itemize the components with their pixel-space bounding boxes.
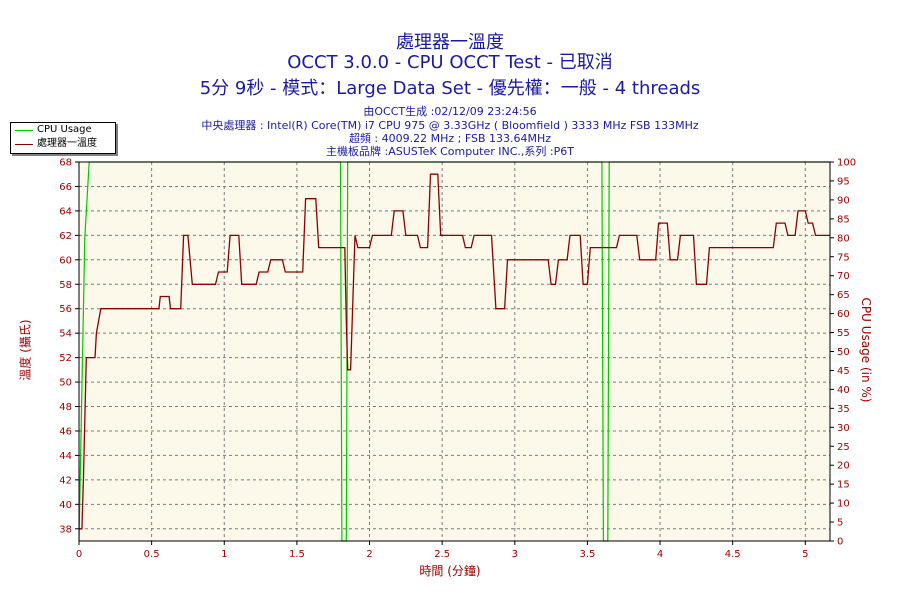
legend-item-temperature: 處理器一溫度 [11,137,115,151]
y-tick-label-7: 52 [59,353,72,364]
chart-subtitle-mode: 5分 9秒 - 模式：Large Data Set - 優先權：一般 - 4 t… [199,78,701,99]
grid-lines [79,162,830,541]
x-tick-label-7: 3.5 [579,549,595,560]
x-tick-label-0: 0 [76,549,82,560]
y-tick-label-1: 40 [59,500,72,511]
y2-tick-label-0: 0 [837,537,843,548]
chart-title: 處理器一溫度 [396,32,504,53]
chart-subtitle: OCCT 3.0.0 - CPU OCCT Test - 已取消 [287,52,613,73]
y-tick-label-4: 46 [59,426,72,437]
y2-tick-label-11: 55 [837,328,850,339]
y-tick-label-5: 48 [59,402,72,413]
y2-tick-label-5: 25 [837,442,850,453]
legend: CPU Usage 處理器一溫度 [10,122,116,154]
y2-tick-label-3: 15 [837,480,850,491]
y-axis-label-left: 溫度 (攝氏) [18,319,33,381]
y-tick-label-12: 62 [59,231,72,242]
y2-tick-label-15: 75 [837,252,850,263]
x-tick-label-6: 3 [512,549,518,560]
y2-tick-label-17: 85 [837,214,850,225]
y2-tick-label-1: 5 [837,518,843,529]
x-tick-label-10: 5 [802,549,808,560]
y-tick-label-10: 58 [59,280,72,291]
legend-item-cpu-usage: CPU Usage [11,123,115,137]
y2-tick-label-20: 100 [837,158,856,169]
axes: 0 0.5 1 1.5 2 2.5 3 3.5 4 4.5 53840424446485052545… [59,158,856,561]
info-generated: 由OCCT生成 :02/12/09 23:24:56 [363,105,537,118]
y2-tick-label-4: 20 [837,461,850,472]
x-axis-label: 時間 (分鐘) [419,564,481,578]
x-tick-label-8: 4 [657,549,663,560]
y2-tick-label-19: 95 [837,176,850,187]
info-motherboard: 主機板品牌 :ASUSTeK Computer INC.,系列 :P6T [326,145,574,158]
x-tick-label-3: 1.5 [289,549,305,560]
series-temperature-line [79,173,830,530]
legend-swatch-temperature [15,144,33,145]
y2-tick-label-7: 35 [837,404,850,415]
y-tick-label-11: 60 [59,255,72,266]
plot-area [79,162,830,541]
y2-tick-label-13: 65 [837,290,850,301]
y2-tick-label-9: 45 [837,366,850,377]
y-tick-label-13: 64 [59,206,72,217]
x-tick-label-9: 4.5 [725,549,741,560]
x-tick-label-1: 0.5 [144,549,160,560]
y2-tick-label-8: 40 [837,385,850,396]
y2-tick-label-14: 70 [837,271,850,282]
y2-tick-label-18: 90 [837,195,850,206]
legend-label-temperature: 處理器一溫度 [37,138,97,149]
info-overclock: 超頻 : 4009.22 MHz ; FSB 133.64MHz [348,132,552,145]
y-tick-label-2: 42 [59,475,72,486]
legend-label-cpu-usage: CPU Usage [37,124,92,135]
y-tick-label-8: 54 [59,329,72,340]
y2-tick-label-6: 30 [837,423,850,434]
y-tick-label-6: 50 [59,378,72,389]
x-tick-label-2: 1 [221,549,227,560]
y-tick-label-0: 38 [59,524,72,535]
y-tick-label-14: 66 [59,182,72,193]
y2-tick-label-16: 80 [837,233,850,244]
legend-swatch-cpu-usage [15,130,33,131]
y-axis-label-right: CPU Usage (in %) [859,297,873,403]
y-tick-label-9: 56 [59,304,72,315]
x-tick-label-5: 2.5 [434,549,450,560]
y2-tick-label-10: 50 [837,347,850,358]
y-tick-label-3: 44 [59,451,72,462]
y2-tick-label-2: 10 [837,499,850,510]
y-tick-label-15: 68 [59,158,72,169]
y2-tick-label-12: 60 [837,309,850,320]
x-tick-label-4: 2 [366,549,372,560]
info-cpu: 中央處理器 : Intel(R) Core(TM) i7 CPU 975 @ 3… [201,119,699,132]
